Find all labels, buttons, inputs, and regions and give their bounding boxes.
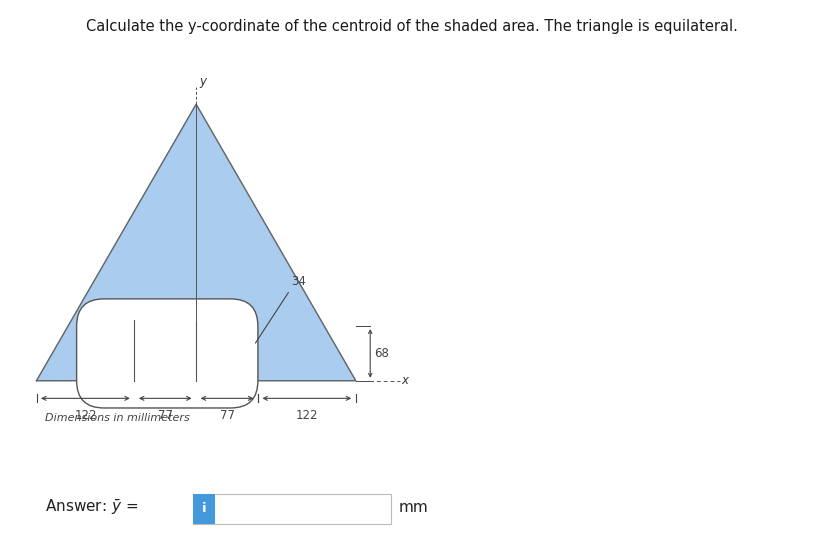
Text: 34: 34 [291, 275, 306, 288]
Bar [193, 494, 215, 524]
Text: mm: mm [398, 500, 428, 515]
Text: 122: 122 [74, 409, 96, 422]
Text: 77: 77 [158, 409, 173, 422]
Text: Answer: $\bar{y}$ =: Answer: $\bar{y}$ = [45, 498, 138, 517]
Text: 122: 122 [295, 409, 318, 422]
Text: 68: 68 [374, 347, 389, 360]
Text: x: x [402, 374, 408, 387]
Polygon shape [36, 104, 356, 381]
Text: y: y [199, 75, 207, 88]
FancyBboxPatch shape [193, 494, 391, 524]
Text: Calculate the y-coordinate of the centroid of the shaded area. The triangle is e: Calculate the y-coordinate of the centro… [86, 19, 737, 34]
Text: Dimensions in millimeters: Dimensions in millimeters [44, 413, 189, 423]
FancyBboxPatch shape [77, 299, 258, 408]
Text: 77: 77 [220, 409, 235, 422]
Text: i: i [202, 502, 207, 516]
